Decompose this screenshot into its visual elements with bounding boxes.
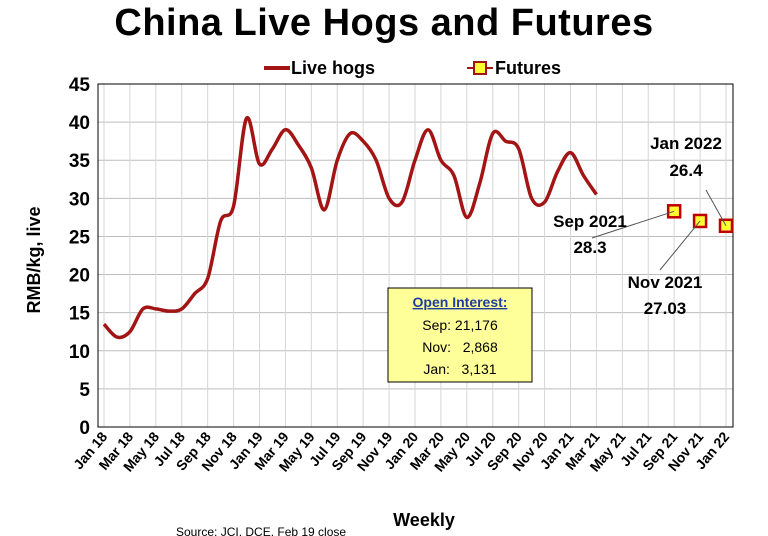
chart-title: China Live Hogs and Futures [114,2,654,44]
y-tick-label: 25 [69,227,91,248]
y-axis-label: RMB/kg, live [24,206,44,313]
open-interest-sep: Sep: 21,176 [422,317,498,333]
annotation-label: Jan 2022 [650,134,722,153]
y-tick-label: 5 [79,380,90,401]
y-tick-label: 0 [79,418,90,439]
legend-futures-label: Futures [495,58,561,78]
legend-futures-symbol [473,61,487,75]
y-tick-label: 10 [69,342,90,363]
annotation-leader [591,210,675,239]
annotation-label: Sep 2021 [553,212,627,231]
legend: Live hogs Futures [264,58,561,78]
y-tick-label: 40 [69,113,90,134]
y-tick-label: 45 [69,75,91,96]
open-interest-jan: Jan: 3,131 [423,361,496,377]
source-note: Source: JCI, DCE, Feb 19 close [176,525,346,536]
x-axis-label: Weekly [393,510,455,530]
annotations: Sep 2021 28.3 Nov 2021 27.03 Jan 2022 26.4 [553,134,727,318]
y-tick-label: 15 [69,304,91,325]
open-interest-nov: Nov: 2,868 [422,339,498,355]
y-tick-labels: 0 5 10 15 20 25 30 35 40 45 [69,75,91,439]
annotation-label: Nov 2021 [628,273,703,292]
legend-live-hogs-label: Live hogs [291,58,375,78]
open-interest-heading: Open Interest: [413,294,508,310]
annotation-leader [659,220,701,271]
annotation-value: 27.03 [644,299,687,318]
y-tick-label: 30 [69,189,90,210]
series-line-live-hogs [102,116,598,340]
y-tick-label: 35 [69,151,91,172]
open-interest-box: Open Interest: Sep: 21,176 Nov: 2,868 Ja… [387,287,533,383]
annotation-leader [705,189,727,227]
annotation-value: 26.4 [669,161,703,180]
annotation-value: 28.3 [573,238,606,257]
plot-area [97,83,734,428]
y-tick-label: 20 [69,266,90,287]
